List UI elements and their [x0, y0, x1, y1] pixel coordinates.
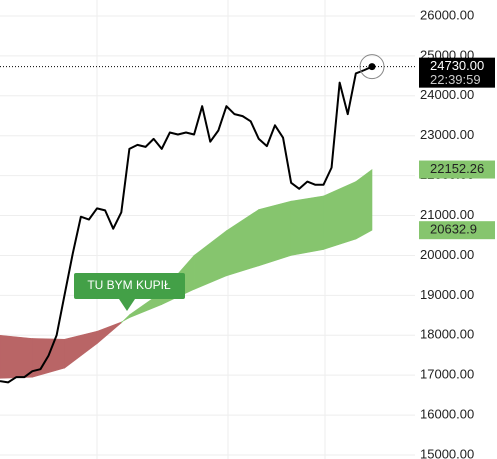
annotation-pointer: [119, 299, 135, 311]
price-label: 24730.00: [430, 58, 484, 73]
cloud-label-bg: [419, 221, 495, 240]
y-tick-label: 24000.00: [420, 87, 474, 102]
cloud-segment: [32, 338, 65, 378]
last-point: [368, 63, 376, 71]
cloud-segment: [323, 181, 357, 250]
cloud-segment: [0, 334, 33, 379]
y-tick-label: 19000.00: [420, 287, 474, 302]
cloud-segment: [193, 230, 227, 290]
y-tick-label: 16000.00: [420, 407, 474, 422]
y-tick-label: 21000.00: [420, 207, 474, 222]
y-tick-label: 23000.00: [420, 127, 474, 142]
price-label-bg: [419, 57, 495, 88]
cloud-label: 22152.26: [430, 161, 484, 176]
y-tick-label: 18000.00: [420, 327, 474, 342]
price-line: [0, 65, 373, 384]
y-tick-label: 15000.00: [420, 446, 474, 459]
cloud-segment: [226, 208, 260, 277]
cloud-segment: [121, 314, 130, 324]
y-tick-label: 20000.00: [420, 247, 474, 262]
cloud-label-bg: [419, 160, 495, 179]
cloud-segment: [64, 330, 98, 369]
annotation-box: [74, 273, 185, 299]
y-tick-label: 26000.00: [420, 7, 474, 22]
cloud-segment: [96, 321, 122, 345]
time-label: 22:39:59: [430, 72, 481, 87]
last-point-ring: [359, 54, 385, 80]
cloud-label: 20632.9: [430, 222, 477, 237]
cloud: [0, 168, 373, 379]
cloud-segment: [355, 168, 373, 240]
y-tick-label: 17000.00: [420, 367, 474, 382]
cloud-segment: [290, 195, 324, 256]
annotation: TU BYM KUPIŁ: [87, 278, 171, 292]
grid: [0, 15, 415, 456]
cloud-segment: [258, 200, 292, 267]
foreground: 15000.00 16000.00 17000.00 18000.00 19000.00…: [0, 7, 495, 459]
